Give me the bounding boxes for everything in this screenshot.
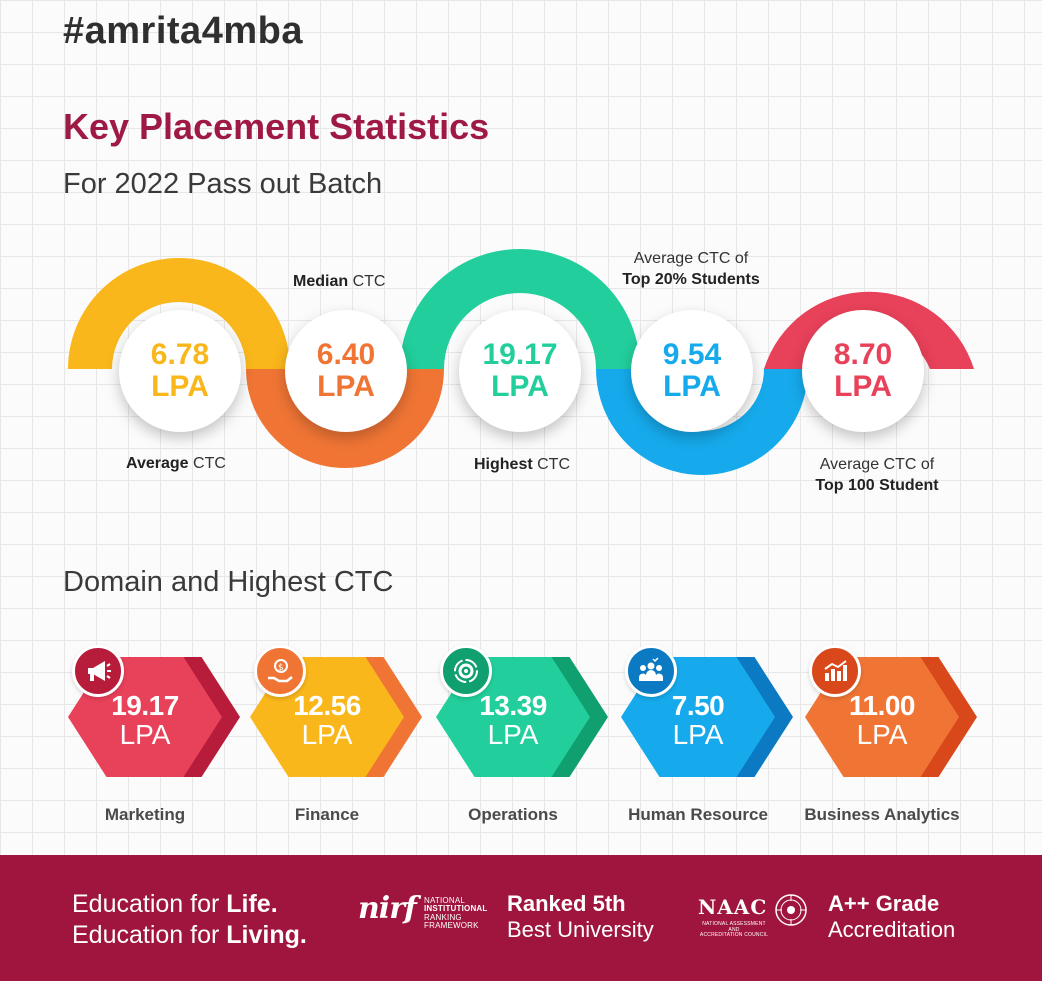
naac-logo: NAAC NATIONAL ASSESSMENT AND ACCREDITATI…	[698, 894, 810, 941]
stat-value: 8.70	[833, 337, 893, 371]
stat-value: 19.17	[482, 337, 558, 371]
domain-value: 11.00	[848, 689, 916, 721]
hashtag: #amrita4mba	[63, 10, 303, 52]
domain-value: 7.50	[671, 689, 725, 721]
domain-label: Marketing	[104, 805, 186, 824]
stat-circle-top100: 8.70 LPA	[802, 310, 924, 432]
domain-label: Operations	[468, 805, 558, 824]
footer-tagline: Education for Life. Education for Living…	[72, 890, 307, 950]
domain-card-human-resource: 7.50 LPA Human Resource	[621, 645, 801, 835]
money-hand-icon: $	[254, 645, 306, 697]
domain-card-finance: 12.56 LPA $ Finance	[250, 645, 430, 835]
wave-arc-highest	[400, 249, 640, 369]
naac-emblem-icon	[775, 894, 807, 926]
page-title: Key Placement Statistics	[63, 106, 490, 147]
wave-arc-average	[68, 258, 290, 369]
label-highest-ctc: Highest CTC	[474, 456, 570, 473]
domain-label: Business Analytics	[804, 805, 960, 824]
label-average-ctc: Average CTC	[126, 455, 226, 472]
domain-unit: LPA	[119, 719, 171, 750]
domain-value: 12.56	[293, 689, 361, 721]
domain-section-title: Domain and Highest CTC	[63, 566, 394, 598]
label-median-ctc: Median CTC	[293, 273, 386, 290]
domain-value: 19.17	[111, 689, 179, 721]
nirf-logo: nirf NATIONAL INSTITUTIONAL RANKING FRAM…	[358, 891, 488, 931]
ranking-text: Ranked 5th Best University	[507, 891, 654, 943]
domain-unit: LPA	[672, 719, 724, 750]
page-subtitle: For 2022 Pass out Batch	[63, 168, 383, 200]
stat-circle-median: 6.40 LPA	[285, 310, 407, 432]
domain-unit: LPA	[301, 719, 353, 750]
gear-cycle-icon	[440, 645, 492, 697]
stat-circle-top20: 9.54 LPA	[631, 310, 753, 432]
stat-circle-highest: 19.17 LPA	[459, 310, 581, 432]
wave-arc-top20	[596, 369, 808, 475]
bar-chart-icon	[809, 645, 861, 697]
domain-card-business-analytics: 11.00 LPA Business Analytics	[804, 645, 985, 835]
stat-circle-average: 6.78 LPA	[119, 310, 241, 432]
people-icon	[625, 645, 677, 697]
domain-unit: LPA	[487, 719, 539, 750]
footer-banner: Education for Life. Education for Living…	[0, 855, 1042, 981]
stat-unit: LPA	[491, 370, 549, 403]
domain-card-operations: 13.39 LPA Operations	[436, 645, 616, 835]
domain-unit: LPA	[856, 719, 908, 750]
stat-value: 9.54	[662, 337, 722, 371]
accreditation-text: A++ Grade Accreditation	[828, 891, 956, 943]
domain-label: Human Resource	[628, 805, 768, 824]
label-top20-ctc: Average CTC of Top 20% Students	[622, 250, 760, 288]
domain-value: 13.39	[479, 689, 547, 721]
stat-value: 6.40	[316, 337, 376, 371]
stat-unit: LPA	[151, 370, 209, 403]
megaphone-icon	[72, 645, 124, 697]
svg-text:$: $	[278, 663, 284, 673]
domain-label: Finance	[294, 805, 360, 824]
stat-unit: LPA	[663, 370, 721, 403]
domain-card-marketing: 19.17 LPA Marketing	[68, 645, 248, 835]
stat-unit: LPA	[317, 370, 375, 403]
stat-unit: LPA	[834, 370, 892, 403]
stat-value: 6.78	[150, 337, 210, 371]
label-top100-ctc: Average CTC of Top 100 Student	[815, 456, 939, 494]
